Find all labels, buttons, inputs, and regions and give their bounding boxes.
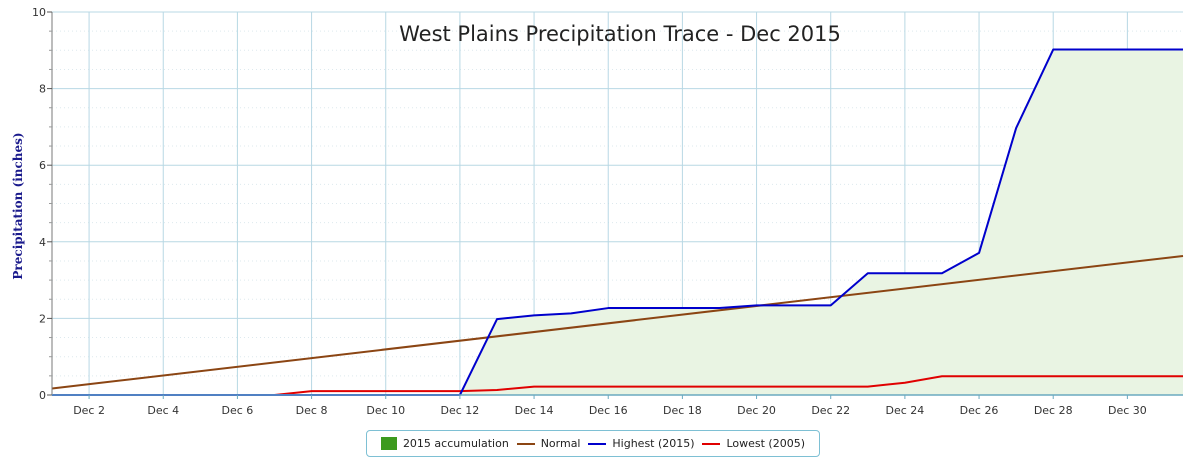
x-tick-label: Dec 28 (1034, 404, 1073, 417)
x-tick-label: Dec 14 (515, 404, 554, 417)
x-tick-label: Dec 20 (737, 404, 776, 417)
y-tick-label: 0 (39, 389, 46, 402)
legend-swatch-lowest (702, 442, 721, 445)
x-tick-label: Dec 22 (811, 404, 850, 417)
legend-item-highest[interactable]: Highest (2015) (588, 437, 695, 450)
x-tick-label: Dec 8 (296, 404, 328, 417)
y-tick-label: 6 (39, 159, 46, 172)
x-tick-label: Dec 6 (222, 404, 254, 417)
y-tick-label: 2 (39, 312, 46, 325)
y-axis-label: Precipitation (inches) (11, 132, 25, 279)
x-tick-label: Dec 16 (589, 404, 628, 417)
y-tick-label: 4 (39, 236, 46, 249)
legend-item-accumulation[interactable]: 2015 accumulation (380, 437, 509, 450)
legend-item-lowest[interactable]: Lowest (2005) (702, 437, 805, 450)
x-tick-label: Dec 10 (366, 404, 405, 417)
chart-legend: 2015 accumulation Normal Highest (2015) … (366, 430, 820, 457)
area-layer (52, 49, 1183, 396)
legend-swatch-normal (516, 442, 535, 445)
legend-item-normal[interactable]: Normal (516, 437, 581, 450)
chart-title: West Plains Precipitation Trace - Dec 20… (399, 22, 841, 46)
x-tick-label: Dec 12 (441, 404, 480, 417)
legend-swatch-accumulation (380, 437, 397, 450)
series-area-accumulation (52, 49, 1183, 396)
x-tick-label: Dec 18 (663, 404, 702, 417)
axis-layer: 0 2 4 6 8 10 Dec 2 Dec 4 Dec 6 Dec 8 Dec 10 Dec 12 D… (32, 6, 1183, 417)
series-line-normal (51, 254, 1184, 390)
x-tick-label: Dec 24 (885, 404, 924, 417)
y-tick-label: 10 (32, 6, 46, 19)
legend-label-accumulation: 2015 accumulation (402, 437, 509, 450)
x-tick-label: Dec 2 (73, 404, 105, 417)
legend-label-normal: Normal (540, 437, 581, 450)
legend-label-highest: Highest (2015) (612, 437, 695, 450)
x-tick-label: Dec 4 (147, 404, 179, 417)
x-tick-label: Dec 30 (1108, 404, 1147, 417)
y-tick-label: 8 (39, 83, 46, 96)
legend-swatch-highest (588, 442, 607, 445)
legend-label-lowest: Lowest (2005) (726, 437, 805, 450)
x-tick-label: Dec 26 (960, 404, 999, 417)
